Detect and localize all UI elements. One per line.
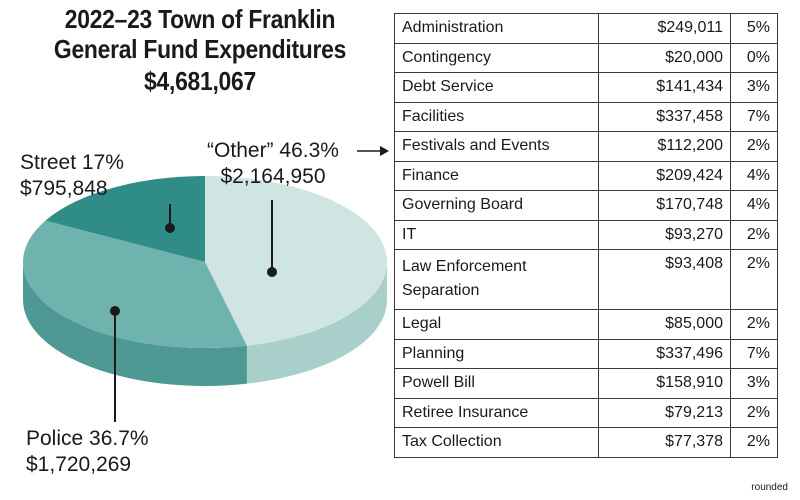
table-row: Administration $249,011 5%	[394, 13, 778, 44]
street-label: Street 17% $795,848	[20, 150, 124, 202]
table-row: Law Enforcement Separation $93,408 2%	[394, 249, 778, 310]
amount-cell: $20,000	[598, 42, 731, 73]
category-cell: Powell Bill	[394, 368, 599, 399]
police-slice-side	[23, 262, 247, 386]
category-cell: Festivals and Events	[394, 131, 599, 162]
pie-chart	[23, 176, 388, 422]
title-line-1: 2022–23 Town of Franklin	[64, 4, 336, 34]
category-cell: Legal	[394, 309, 599, 340]
percent-cell: 7%	[730, 101, 778, 132]
category-cell: Retiree Insurance	[394, 397, 599, 428]
amount-cell: $158,910	[598, 368, 731, 399]
table-row: Retiree Insurance $79,213 2%	[394, 397, 778, 428]
amount-cell: $249,011	[598, 13, 731, 44]
percent-cell: 5%	[730, 13, 778, 44]
amount-cell: $112,200	[598, 131, 731, 162]
amount-cell: $337,496	[598, 338, 731, 369]
category-cell: Governing Board	[394, 190, 599, 221]
expenditure-table-grid: Administration $249,011 5% Contingency $20,0…	[394, 13, 778, 458]
table-row: Powell Bill $158,910 3%	[394, 368, 778, 399]
other-slice	[205, 176, 387, 346]
other-label-amount: $2,164,950	[220, 165, 326, 188]
percent-cell: 4%	[730, 190, 778, 221]
amount-cell: $79,213	[598, 397, 731, 428]
street-leader-dot	[165, 223, 175, 233]
percent-cell: 4%	[730, 160, 778, 191]
police-slice	[23, 220, 247, 348]
table-row: Contingency $20,000 0%	[394, 42, 778, 73]
amount-cell: $337,458	[598, 101, 731, 132]
percent-cell: 2%	[730, 219, 778, 250]
table-row: IT $93,270 2%	[394, 219, 778, 250]
amount-cell: $170,748	[598, 190, 731, 221]
category-cell: Tax Collection	[394, 427, 599, 458]
police-label: Police 36.7% $1,720,269	[26, 426, 149, 478]
other-slice-side	[246, 262, 388, 384]
category-cell: Debt Service	[394, 72, 599, 103]
expenditure-table: Administration $249,011 5% Contingency $20,0…	[394, 13, 778, 458]
percent-cell: 2%	[730, 309, 778, 340]
amount-cell: $93,408	[598, 249, 731, 310]
table-row: Legal $85,000 2%	[394, 309, 778, 340]
table-row: Tax Collection $77,378 2%	[394, 427, 778, 458]
title-line-2: General Fund Expenditures	[53, 34, 347, 64]
total-amount: $4,681,067	[144, 66, 256, 96]
percent-cell: 2%	[730, 249, 778, 310]
table-row: Festivals and Events $112,200 2%	[394, 131, 778, 162]
other-label: “Other” 46.3% $2,164,950	[188, 138, 358, 190]
table-row: Debt Service $141,434 3%	[394, 72, 778, 103]
police-leader-dot	[110, 306, 120, 316]
table-row: Planning $337,496 7%	[394, 338, 778, 369]
street-label-amount: $795,848	[20, 177, 108, 200]
amount-cell: $209,424	[598, 160, 731, 191]
category-cell: Planning	[394, 338, 599, 369]
street-label-title: Street 17%	[20, 151, 124, 174]
footnote: rounded	[751, 482, 788, 493]
percent-cell: 0%	[730, 42, 778, 73]
street-slice	[45, 176, 206, 262]
amount-cell: $141,434	[598, 72, 731, 103]
amount-cell: $85,000	[598, 309, 731, 340]
other-label-title: “Other” 46.3%	[207, 139, 339, 162]
amount-cell: $77,378	[598, 427, 731, 458]
other-leader-dot	[267, 267, 277, 277]
percent-cell: 2%	[730, 131, 778, 162]
category-cell: IT	[394, 219, 599, 250]
percent-cell: 7%	[730, 338, 778, 369]
table-row: Governing Board $170,748 4%	[394, 190, 778, 221]
percent-cell: 3%	[730, 72, 778, 103]
percent-cell: 2%	[730, 427, 778, 458]
police-label-title: Police 36.7%	[26, 427, 149, 450]
chart-title: 2022–23 Town of Franklin General Fund Ex…	[0, 4, 400, 96]
category-cell: Law Enforcement Separation	[394, 249, 599, 310]
police-label-amount: $1,720,269	[26, 453, 132, 476]
percent-cell: 3%	[730, 368, 778, 399]
table-row: Facilities $337,458 7%	[394, 101, 778, 132]
category-cell: Administration	[394, 13, 599, 44]
arrow-right-icon	[357, 146, 389, 156]
category-cell: Contingency	[394, 42, 599, 73]
table-row: Finance $209,424 4%	[394, 160, 778, 191]
category-cell: Finance	[394, 160, 599, 191]
percent-cell: 2%	[730, 397, 778, 428]
category-cell: Facilities	[394, 101, 599, 132]
amount-cell: $93,270	[598, 219, 731, 250]
